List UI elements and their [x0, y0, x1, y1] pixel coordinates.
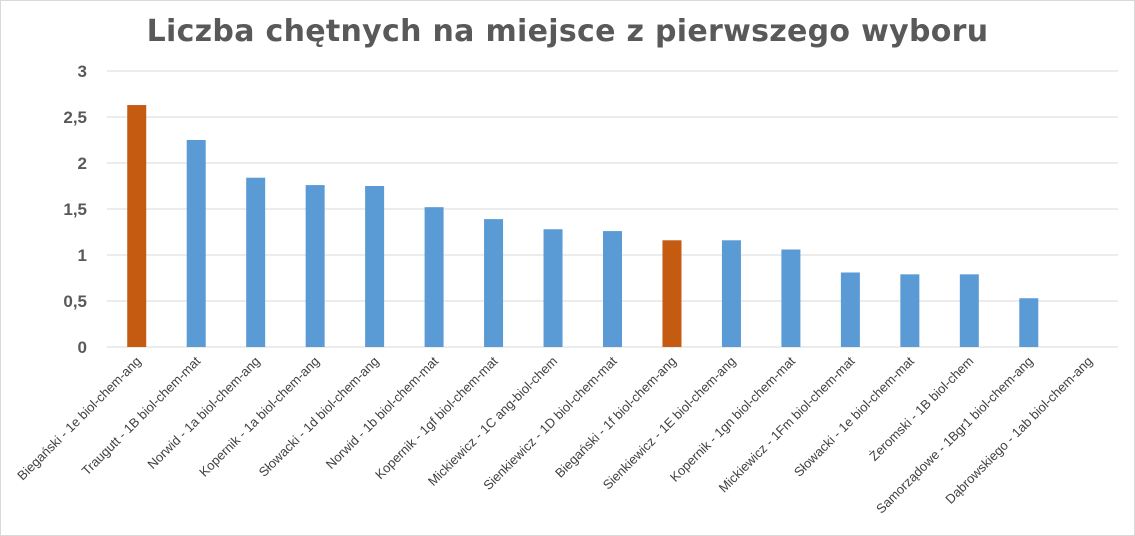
x-tick-label: Norwid - 1b biol-chem-mat [323, 353, 442, 472]
x-tick-label: Biegański - 1e biol-chem-ang [14, 354, 144, 484]
x-tick-label: Kopernik - 1a biol-chem-ang [196, 354, 322, 480]
y-axis-ticks: 0 0,5 1 1,5 2 2,5 3 [63, 62, 87, 357]
bar [662, 240, 682, 347]
bar [127, 105, 147, 347]
bar [365, 186, 385, 347]
y-tick-label: 0 [78, 338, 87, 357]
y-tick-label: 1 [78, 246, 87, 265]
bar [305, 185, 325, 347]
bar [721, 240, 741, 347]
x-tick-label: Kopernik - 1gn biol-chem-mat [667, 353, 798, 484]
x-tick-label: Traugutt - 1B biol-chem-mat [79, 353, 204, 478]
x-tick-label: Biegański - 1f biol-chem-ang [552, 354, 679, 481]
bar [246, 177, 266, 347]
x-tick-label: Słowacki - 1e biol-chem-mat [791, 353, 917, 479]
bar [543, 229, 563, 347]
chart-title: Liczba chętnych na miejsce z pierwszego … [146, 14, 989, 49]
bar [186, 140, 206, 347]
bar [959, 274, 979, 347]
x-tick-label: Żeromski - 1B biol-chem [866, 354, 976, 464]
y-tick-label: 3 [78, 62, 87, 81]
bar [603, 231, 622, 347]
x-tick-label: Mickiewicz - 1C ang-biol-chem [425, 354, 560, 489]
y-tick-label: 2 [78, 154, 87, 173]
bar [484, 219, 504, 347]
x-tick-label: Kopernik - 1gf biol-chem-mat [372, 353, 501, 482]
bar [840, 272, 860, 347]
y-tick-label: 1,5 [63, 200, 87, 219]
bar [424, 207, 444, 347]
bar [781, 249, 801, 347]
x-tick-label: Norwid - 1a biol-chem-ang [144, 354, 262, 472]
y-tick-label: 0,5 [63, 292, 87, 311]
x-tick-label: Słowacki - 1d biol-chem-ang [256, 354, 382, 480]
bar [1019, 298, 1039, 347]
bars [127, 105, 1039, 347]
y-tick-label: 2,5 [63, 108, 87, 127]
bar [900, 274, 920, 347]
